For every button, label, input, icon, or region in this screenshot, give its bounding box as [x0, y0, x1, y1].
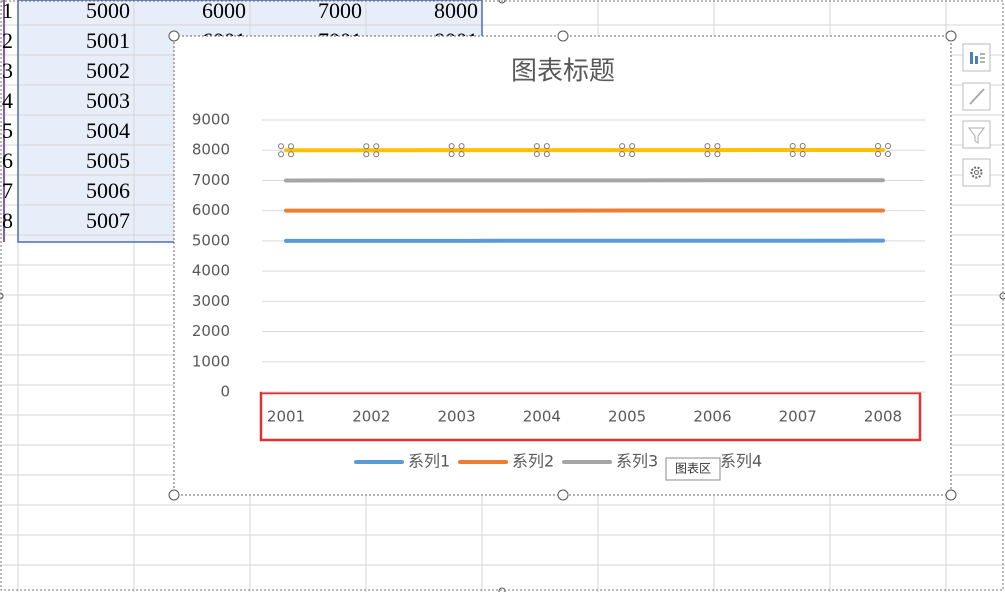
row-header: 2: [2, 28, 13, 53]
point-handle: [278, 151, 284, 158]
chart-title[interactable]: 图表标题: [511, 57, 615, 87]
point-handle: [543, 143, 550, 150]
y-tick-label: 1000: [192, 352, 230, 370]
point-handle: [875, 151, 881, 158]
x-tick-label: 2005: [608, 408, 646, 426]
row-header: 4: [2, 88, 13, 113]
cell: 5006: [86, 178, 130, 203]
x-tick-label: 2003: [437, 408, 475, 426]
chart-filter-button[interactable]: [962, 120, 991, 149]
y-tick-label: 8000: [192, 141, 230, 159]
point-handle: [799, 143, 806, 150]
legend-label[interactable]: 系列1: [408, 452, 450, 471]
point-handle: [875, 143, 881, 150]
point-handle: [363, 151, 370, 158]
cell: 7000: [318, 0, 362, 23]
point-handle: [714, 151, 721, 158]
point-handle: [799, 151, 806, 158]
legend-label[interactable]: 系列2: [512, 452, 554, 471]
point-handle: [714, 143, 721, 150]
y-tick-label: 2000: [192, 322, 230, 340]
point-handle: [373, 151, 380, 158]
point-handle: [629, 151, 636, 158]
legend-label[interactable]: 系列3: [616, 452, 658, 471]
row-header: 5: [2, 118, 13, 143]
x-tick-label: 2002: [352, 408, 390, 426]
chart-area[interactable]: [173, 35, 952, 496]
tooltip: 图表区: [675, 462, 711, 476]
point-handle: [885, 151, 891, 158]
point-handle: [533, 143, 540, 150]
highlight-box: [259, 391, 922, 442]
point-handle: [619, 143, 626, 150]
point-handle: [373, 143, 380, 150]
point-handle: [619, 151, 626, 158]
cell: 8000: [434, 0, 478, 23]
y-tick-label: 0: [220, 383, 230, 401]
y-tick-label: 3000: [192, 292, 230, 310]
y-tick-label: 4000: [192, 262, 230, 280]
row-header: 7: [2, 178, 13, 203]
point-handle: [704, 143, 711, 150]
point-handle: [629, 143, 636, 150]
y-tick-label: 9000: [192, 111, 230, 129]
point-handle: [543, 151, 550, 158]
point-handle: [288, 143, 294, 150]
row-header: 6: [2, 148, 13, 173]
cell: 5005: [86, 148, 130, 173]
resize-handle[interactable]: [557, 489, 569, 501]
point-handle: [448, 143, 455, 150]
x-tick-label: 2006: [693, 408, 731, 426]
side-buttons: [962, 43, 991, 187]
row-header: 3: [2, 58, 13, 83]
y-tick-label: 7000: [192, 171, 230, 189]
x-tick-label: 2008: [864, 408, 902, 426]
point-handle: [458, 151, 465, 158]
y-tick-label: 6000: [192, 201, 230, 219]
x-tick-label: 2004: [523, 408, 561, 426]
settings-button[interactable]: [962, 158, 991, 187]
y-tick-label: 5000: [192, 231, 230, 249]
cell: 5001: [86, 28, 130, 53]
resize-handle[interactable]: [945, 30, 957, 42]
point-handle: [363, 143, 370, 150]
point-handle: [278, 143, 284, 150]
point-handle: [448, 151, 455, 158]
cell: 5007: [86, 208, 130, 233]
cell: 5004: [86, 118, 130, 143]
cell: 5003: [86, 88, 130, 113]
tooltip-box: [665, 457, 721, 481]
point-handle: [533, 151, 540, 158]
resize-handle[interactable]: [168, 489, 180, 501]
resize-handle[interactable]: [557, 30, 569, 42]
x-tick-label: 2001: [267, 408, 305, 426]
point-handle: [704, 151, 711, 158]
legend-label[interactable]: 系列4: [720, 452, 762, 471]
point-handle: [885, 143, 891, 150]
cell: 6000: [202, 0, 246, 23]
cell: 5002: [86, 58, 130, 83]
resize-handle[interactable]: [168, 30, 180, 42]
resize-handle[interactable]: [945, 489, 957, 501]
point-handle: [789, 143, 796, 150]
point-handle: [458, 143, 465, 150]
point-handle: [789, 151, 796, 158]
cell: 5000: [86, 0, 130, 23]
row-header: 8: [2, 208, 13, 233]
x-tick-label: 2007: [779, 408, 817, 426]
point-handle: [288, 151, 294, 158]
row-header: 1: [2, 0, 13, 23]
